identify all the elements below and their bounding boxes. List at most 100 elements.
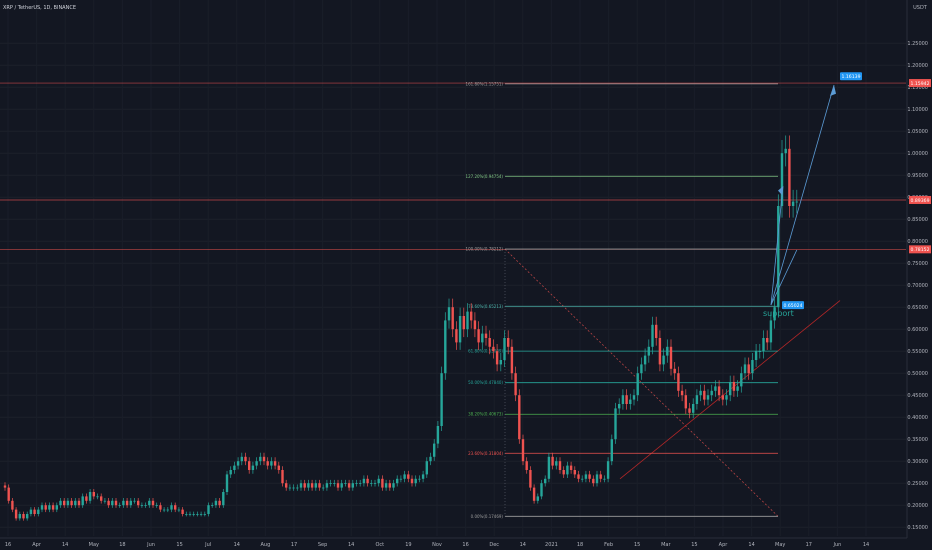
candle[interactable]	[754, 343, 758, 367]
candle[interactable]	[592, 475, 595, 487]
candle[interactable]	[714, 380, 717, 397]
candle[interactable]	[85, 493, 88, 504]
candle[interactable]	[366, 475, 369, 487]
candle[interactable]	[599, 470, 602, 483]
candle[interactable]	[81, 493, 84, 508]
candle[interactable]	[492, 339, 495, 359]
price-axis[interactable]	[907, 0, 932, 538]
candle[interactable]	[584, 470, 588, 483]
candle[interactable]	[207, 502, 210, 517]
candle[interactable]	[277, 461, 280, 474]
candle[interactable]	[536, 493, 539, 504]
candle[interactable]	[51, 502, 55, 513]
candle[interactable]	[618, 398, 621, 414]
candle[interactable]	[333, 479, 336, 487]
candle[interactable]	[377, 475, 380, 487]
candle[interactable]	[362, 475, 366, 487]
candle[interactable]	[717, 380, 721, 402]
candle[interactable]	[133, 498, 136, 504]
candle[interactable]	[510, 339, 514, 380]
candle[interactable]	[388, 479, 391, 491]
candle[interactable]	[610, 434, 613, 466]
candle[interactable]	[577, 470, 580, 483]
candle[interactable]	[588, 470, 591, 483]
candle[interactable]	[22, 511, 25, 521]
candle[interactable]	[392, 479, 395, 491]
candle[interactable]	[355, 479, 358, 487]
candle[interactable]	[562, 466, 565, 478]
candle[interactable]	[692, 398, 695, 419]
candle[interactable]	[407, 470, 410, 483]
candle[interactable]	[177, 507, 181, 513]
candle[interactable]	[270, 457, 273, 470]
candle[interactable]	[77, 498, 81, 508]
candle[interactable]	[170, 502, 173, 513]
candle[interactable]	[185, 511, 188, 517]
candle[interactable]	[100, 493, 103, 504]
candle[interactable]	[466, 303, 469, 338]
candle[interactable]	[211, 502, 214, 508]
candle[interactable]	[347, 479, 351, 491]
candle[interactable]	[773, 298, 776, 329]
candle[interactable]	[7, 484, 10, 504]
candle[interactable]	[396, 475, 399, 487]
candle[interactable]	[477, 321, 480, 350]
candle[interactable]	[240, 452, 243, 466]
candle[interactable]	[151, 498, 155, 508]
candle[interactable]	[440, 366, 443, 432]
candle[interactable]	[410, 475, 414, 487]
candle[interactable]	[344, 479, 347, 487]
candle[interactable]	[122, 498, 125, 508]
candle[interactable]	[788, 135, 791, 218]
candle[interactable]	[521, 434, 525, 466]
candle[interactable]	[37, 507, 40, 517]
candle[interactable]	[507, 330, 510, 355]
candle[interactable]	[429, 452, 432, 466]
candle[interactable]	[747, 357, 750, 380]
candle[interactable]	[3, 482, 7, 491]
candle[interactable]	[433, 439, 436, 461]
candle[interactable]	[684, 389, 687, 414]
candle[interactable]	[273, 457, 277, 470]
candle[interactable]	[137, 498, 140, 508]
candle[interactable]	[33, 507, 36, 517]
candle[interactable]	[255, 457, 258, 470]
candle[interactable]	[643, 348, 647, 372]
candle[interactable]	[606, 457, 610, 483]
candle[interactable]	[555, 457, 558, 470]
candle[interactable]	[218, 498, 221, 508]
candle[interactable]	[603, 475, 606, 483]
candle[interactable]	[155, 502, 158, 508]
candle[interactable]	[233, 461, 236, 474]
candle[interactable]	[636, 366, 639, 402]
candle[interactable]	[547, 452, 551, 483]
candle[interactable]	[244, 452, 247, 466]
candles-layer[interactable]	[3, 135, 798, 521]
candle[interactable]	[292, 484, 295, 491]
candle[interactable]	[111, 498, 114, 508]
candle[interactable]	[625, 389, 628, 410]
candle[interactable]	[544, 475, 547, 487]
candle[interactable]	[281, 466, 284, 487]
candle[interactable]	[444, 312, 447, 380]
candle[interactable]	[322, 484, 325, 491]
candle[interactable]	[66, 498, 70, 508]
candle[interactable]	[159, 502, 162, 513]
candle[interactable]	[758, 343, 761, 359]
candle[interactable]	[248, 457, 251, 474]
candle[interactable]	[288, 484, 292, 491]
candle[interactable]	[762, 330, 765, 359]
candle[interactable]	[403, 470, 406, 483]
candle[interactable]	[451, 298, 454, 338]
candle[interactable]	[351, 479, 354, 491]
candle[interactable]	[92, 488, 95, 500]
candle[interactable]	[174, 502, 177, 513]
candle[interactable]	[129, 498, 132, 508]
candle[interactable]	[199, 511, 203, 517]
candle[interactable]	[595, 470, 599, 487]
candle[interactable]	[359, 479, 362, 487]
candle[interactable]	[518, 389, 521, 444]
candle[interactable]	[251, 461, 255, 474]
candle[interactable]	[673, 362, 676, 380]
